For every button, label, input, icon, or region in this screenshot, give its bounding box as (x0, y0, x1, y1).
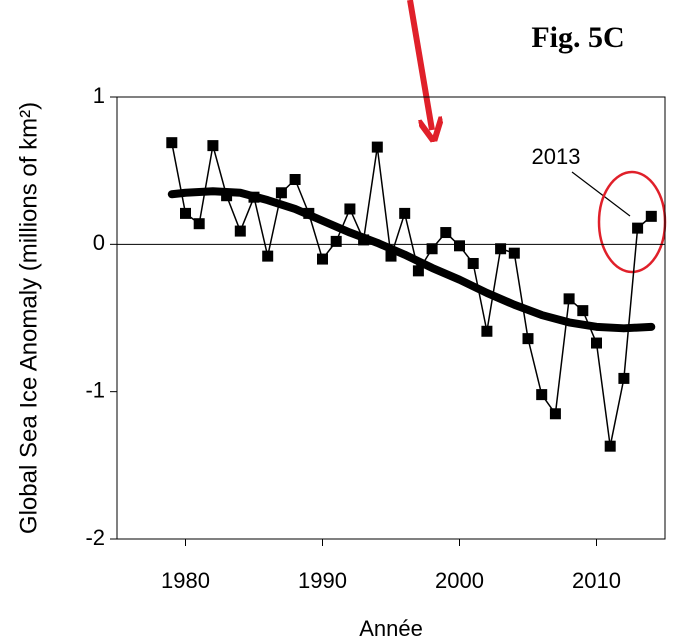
data-point (399, 207, 411, 219)
data-point (234, 225, 246, 237)
data-point (508, 247, 520, 259)
data-point (385, 250, 397, 262)
annotation: 2013 (532, 144, 581, 169)
data-point (522, 333, 534, 345)
chart-title: Fig. 5C (531, 21, 624, 54)
data-point (426, 243, 438, 255)
data-point (412, 265, 424, 277)
data-point (563, 293, 575, 305)
plot-frame (116, 96, 666, 540)
data-point (330, 235, 342, 247)
data-point (467, 257, 479, 269)
data-point (289, 174, 301, 186)
x-tick-label: 2010 (572, 568, 621, 593)
data-point (180, 207, 191, 219)
highlight-circle (597, 170, 667, 274)
trend-line (167, 187, 656, 333)
data-point (632, 222, 644, 234)
data-line (171, 141, 653, 447)
y-tick-label: -2 (85, 525, 105, 550)
data-point (549, 408, 561, 420)
x-tick-label: 2000 (435, 568, 484, 593)
data-point (577, 305, 589, 317)
data-point (262, 250, 274, 262)
y-tick-label: 0 (93, 230, 105, 255)
data-point (193, 218, 205, 230)
data-point (536, 389, 548, 401)
data-point (371, 141, 383, 153)
data-point (207, 140, 219, 152)
data-point (344, 203, 356, 215)
data-point (317, 253, 328, 265)
data-point (495, 243, 507, 255)
data-point (481, 325, 493, 337)
data-point (275, 187, 287, 199)
y-tick-label: -1 (85, 377, 105, 402)
annotation-pointer (571, 171, 631, 217)
y-tick-label: 1 (93, 83, 105, 108)
data-point (454, 240, 465, 252)
data-point (645, 210, 657, 222)
x-tick-label: 1990 (298, 568, 347, 593)
data-point (618, 372, 630, 384)
data-point (604, 440, 616, 452)
red-arrow (407, 0, 432, 130)
y-axis-label: Global Sea Ice Anomaly (millions of km²) (15, 102, 42, 534)
x-axis-label: Année (359, 616, 423, 641)
data-point (440, 227, 452, 239)
data-point (591, 337, 602, 349)
data-point (166, 137, 178, 149)
x-tick-label: 1980 (161, 568, 210, 593)
